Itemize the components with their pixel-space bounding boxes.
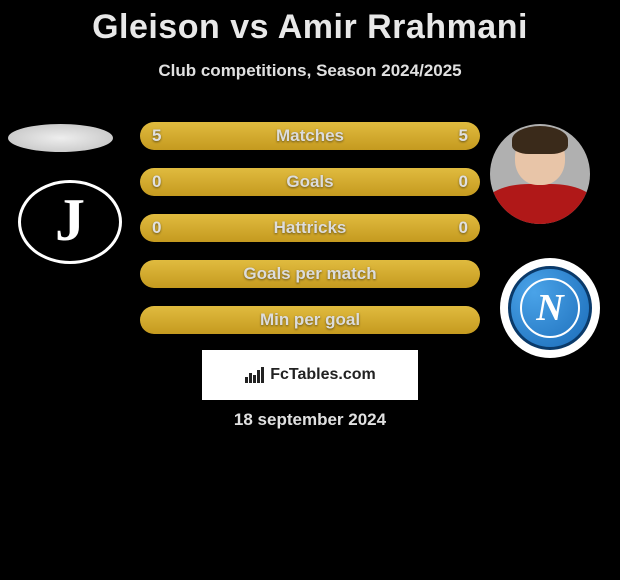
bar-chart-icon — [244, 366, 266, 384]
juventus-j-icon: J — [55, 190, 85, 250]
date-label: 18 september 2024 — [0, 410, 620, 430]
stat-right-value: 0 — [459, 172, 468, 192]
player-left-club-badge: J — [18, 180, 122, 264]
stat-right-value: 0 — [459, 218, 468, 238]
comparison-card: Gleison vs Amir Rrahmani Club competitio… — [0, 0, 620, 580]
subtitle: Club competitions, Season 2024/2025 — [0, 61, 620, 81]
stat-label: Goals — [140, 172, 480, 192]
stat-row-hattricks: 0 Hattricks 0 — [140, 210, 480, 246]
stat-label: Hattricks — [140, 218, 480, 238]
napoli-n-icon: N — [536, 286, 563, 330]
stat-label: Min per goal — [140, 310, 480, 330]
player-right-club-badge: N — [500, 258, 600, 358]
stat-row-matches: 5 Matches 5 — [140, 118, 480, 154]
player-left-avatar — [8, 124, 113, 152]
player-right-avatar — [490, 124, 590, 224]
stat-row-goals-per-match: Goals per match — [140, 256, 480, 292]
branding-box[interactable]: FcTables.com — [202, 350, 418, 400]
stats-panel: 5 Matches 5 0 Goals 0 0 Hattricks 0 Goal… — [140, 118, 480, 348]
branding-label: FcTables.com — [270, 366, 376, 384]
stat-right-value: 5 — [459, 126, 468, 146]
stat-row-min-per-goal: Min per goal — [140, 302, 480, 338]
stat-row-goals: 0 Goals 0 — [140, 164, 480, 200]
page-title: Gleison vs Amir Rrahmani — [0, 0, 620, 47]
stat-label: Goals per match — [140, 264, 480, 284]
stat-label: Matches — [140, 126, 480, 146]
